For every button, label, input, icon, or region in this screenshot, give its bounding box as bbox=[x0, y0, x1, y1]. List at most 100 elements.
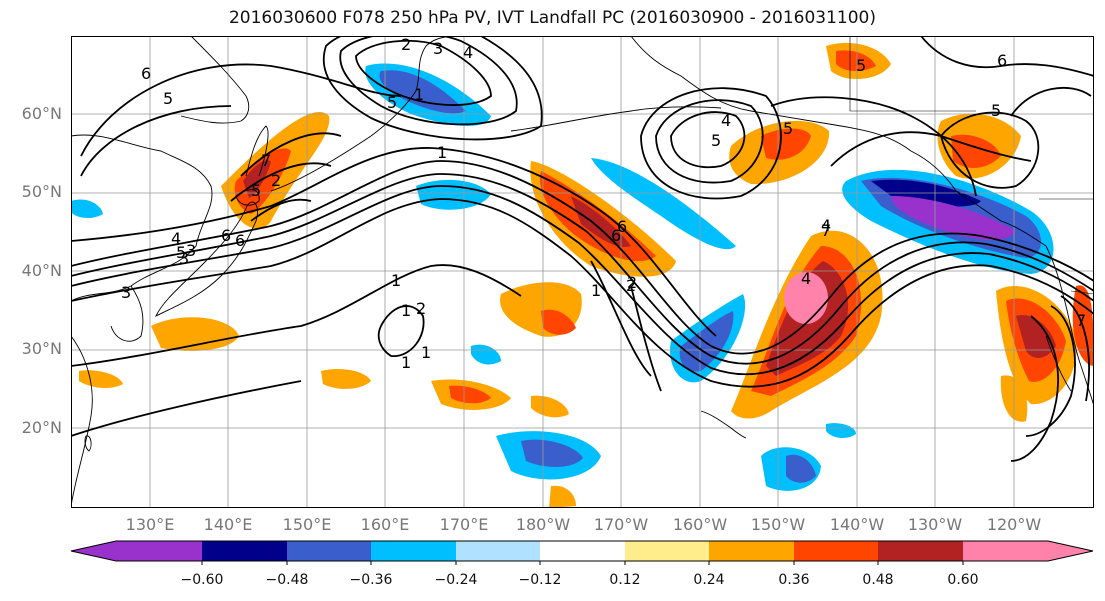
anomaly-blob bbox=[521, 439, 583, 467]
longitude-label: 130°W bbox=[907, 515, 963, 534]
contour-label: 6 bbox=[997, 51, 1007, 70]
colorbar-segment bbox=[371, 541, 456, 561]
contour-line bbox=[71, 160, 1094, 355]
anomaly-blob bbox=[571, 196, 631, 247]
coastline-japan bbox=[155, 201, 258, 317]
contour-line bbox=[339, 36, 518, 126]
colorbar-segment bbox=[202, 541, 287, 561]
coastline-korea bbox=[110, 285, 144, 342]
latitude-label: 30°N bbox=[21, 339, 62, 358]
anomaly-blob bbox=[151, 317, 239, 351]
contour-label: 7 bbox=[1076, 311, 1086, 330]
colorbar-outline bbox=[70, 540, 1094, 562]
colorbar-tick-label: 0.48 bbox=[862, 572, 894, 588]
coastline-bc bbox=[955, 190, 1047, 247]
contour-label: 2 bbox=[416, 299, 426, 318]
latitude-label: 50°N bbox=[21, 182, 62, 201]
contour-line bbox=[920, 36, 1094, 77]
contour-label: 7 bbox=[821, 221, 831, 240]
anomaly-blob bbox=[541, 309, 576, 335]
contour-line bbox=[640, 87, 782, 200]
contour-label: 3 bbox=[186, 241, 196, 260]
contour-line bbox=[80, 105, 232, 177]
anomaly-blob bbox=[1016, 315, 1056, 358]
contour-line bbox=[71, 380, 302, 437]
contour-line bbox=[322, 36, 543, 141]
colorbar-tick-label: −0.60 bbox=[180, 572, 224, 588]
colorbar-segment bbox=[540, 541, 625, 561]
contour-line bbox=[71, 264, 522, 367]
colorbar-tick-label: 0.24 bbox=[693, 572, 725, 588]
contour-label: 5 bbox=[387, 93, 397, 112]
contour-label: 4 bbox=[463, 43, 473, 62]
contour-line bbox=[250, 198, 312, 222]
contour-label: 1 bbox=[401, 301, 411, 320]
colorbar-tick-label: 0.36 bbox=[778, 572, 810, 588]
anomaly-blob bbox=[891, 196, 1016, 241]
contour-line bbox=[1060, 295, 1090, 402]
contour-label: 3 bbox=[433, 39, 443, 58]
contour-label: 5 bbox=[251, 181, 261, 200]
contour-line bbox=[71, 147, 717, 337]
coastline-taiwan bbox=[84, 435, 92, 452]
contour-label: 7 bbox=[261, 151, 271, 170]
anomaly-blob bbox=[786, 454, 816, 483]
colorbar-segment bbox=[963, 541, 1093, 561]
longitude-label: 170°E bbox=[439, 515, 489, 534]
contour-label: 1 bbox=[421, 343, 431, 362]
contour-label: 1 bbox=[401, 353, 411, 372]
anomaly-blob bbox=[379, 70, 466, 114]
contour-label: 4 bbox=[171, 229, 181, 248]
colorbar-segment bbox=[878, 541, 963, 561]
coastline-siberia bbox=[180, 36, 250, 124]
contour-line bbox=[630, 285, 662, 392]
colorbar-tick-label: 0.12 bbox=[609, 572, 641, 588]
contour-label: 6 bbox=[221, 226, 231, 245]
coastline-hokkaido bbox=[235, 189, 260, 206]
contour-label: 6 bbox=[611, 226, 621, 245]
contour-line bbox=[240, 132, 342, 177]
contour-line bbox=[71, 173, 1094, 365]
coastlines bbox=[71, 36, 1094, 507]
longitude-label: 170°W bbox=[593, 515, 649, 534]
anomaly-blob bbox=[243, 160, 271, 198]
contour-label: 5 bbox=[163, 89, 173, 108]
longitude-label: 180°W bbox=[515, 515, 571, 534]
latitude-label: 20°N bbox=[21, 418, 62, 437]
colorbar-tick-label: −0.24 bbox=[434, 572, 478, 588]
coastline-hawaii bbox=[700, 410, 747, 439]
colorbar-segment bbox=[709, 541, 794, 561]
anomaly-blob bbox=[836, 50, 876, 72]
longitude-label: 150°E bbox=[282, 515, 332, 534]
coastline-kuril bbox=[270, 135, 372, 192]
contour-line bbox=[655, 99, 764, 184]
contour-label: 5 bbox=[176, 243, 186, 262]
contour-line bbox=[355, 39, 492, 106]
contour-label: 6 bbox=[141, 64, 151, 83]
coastline-aleutians bbox=[510, 106, 722, 132]
contour-line bbox=[1010, 86, 1092, 117]
contour-line bbox=[940, 111, 1040, 189]
latitude-label: 40°N bbox=[21, 261, 62, 280]
contour-label: 2 bbox=[627, 273, 637, 292]
contour-label: 1 bbox=[437, 143, 447, 162]
longitude-label: 140°E bbox=[203, 515, 253, 534]
contour-line bbox=[71, 185, 1094, 376]
longitude-label: 120°W bbox=[986, 515, 1042, 534]
contour-line bbox=[71, 198, 1094, 388]
anomaly-blob bbox=[79, 370, 123, 388]
chart-title: 2016030600 F078 250 hPa PV, IVT Landfall… bbox=[228, 8, 876, 28]
colorbar-segment bbox=[71, 541, 202, 561]
longitude-label: 160°W bbox=[672, 515, 728, 534]
contour-line bbox=[670, 111, 746, 169]
coastline-asia bbox=[71, 134, 213, 302]
coastline-china bbox=[71, 335, 93, 507]
colorbar-tick-label: −0.12 bbox=[518, 572, 562, 588]
colorbar-tick-label: −0.36 bbox=[349, 572, 393, 588]
contour-label: 6 bbox=[617, 217, 627, 236]
contour-line bbox=[377, 305, 425, 357]
anomaly-blob bbox=[449, 385, 491, 404]
